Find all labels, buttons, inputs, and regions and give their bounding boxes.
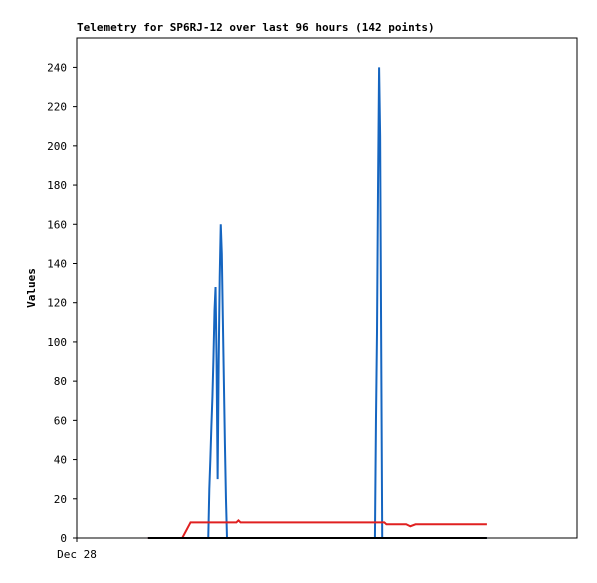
y-tick-label: 40 — [54, 454, 67, 467]
y-tick-label: 160 — [47, 218, 67, 231]
series-line — [147, 67, 487, 539]
x-tick-label: Dec 28 — [57, 548, 97, 561]
y-tick-label: 20 — [54, 493, 67, 506]
y-tick-label: 60 — [54, 414, 67, 427]
chart-title: Telemetry for SP6RJ-12 over last 96 hour… — [77, 21, 435, 34]
y-tick-label: 220 — [47, 101, 67, 114]
y-tick-label: 80 — [54, 375, 67, 388]
y-tick-label: 140 — [47, 257, 67, 270]
y-tick-label: 200 — [47, 140, 67, 153]
y-tick-label: 100 — [47, 336, 67, 349]
y-axis-label: Values — [25, 268, 38, 308]
y-tick-label: 120 — [47, 297, 67, 310]
y-tick-label: 180 — [47, 179, 67, 192]
y-tick-label: 0 — [60, 532, 67, 545]
y-tick-label: 240 — [47, 61, 67, 74]
series-line — [147, 518, 487, 539]
